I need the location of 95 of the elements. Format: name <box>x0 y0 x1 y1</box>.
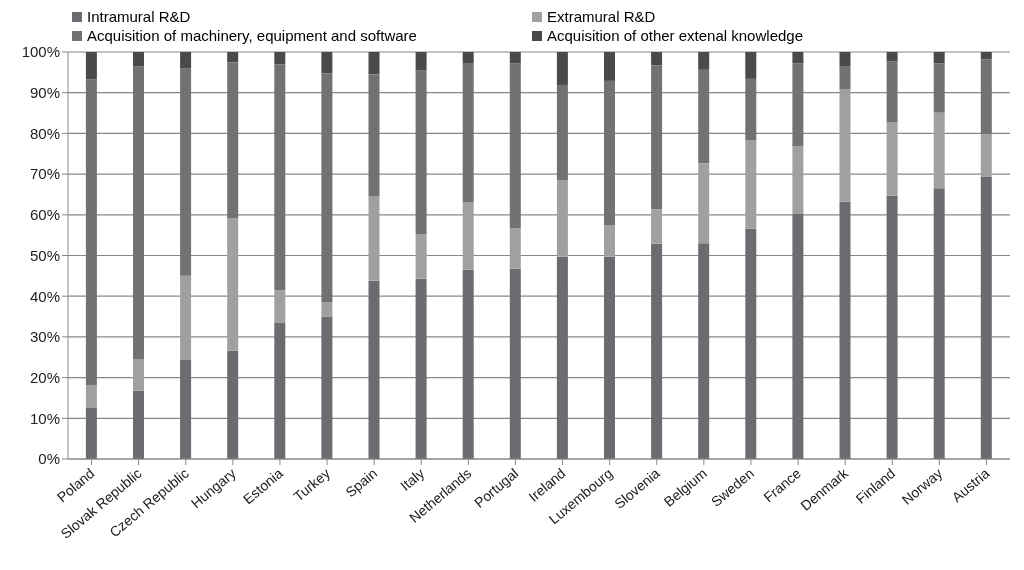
bar <box>933 188 945 459</box>
bar <box>227 52 239 63</box>
bar <box>839 52 851 67</box>
bar <box>509 228 521 269</box>
bar <box>980 59 992 135</box>
bar <box>933 52 945 64</box>
bar <box>462 202 474 270</box>
bar <box>85 79 97 385</box>
bar <box>886 195 898 459</box>
bar <box>415 233 427 279</box>
bar <box>462 62 474 203</box>
bar <box>604 224 615 257</box>
bar <box>462 52 474 63</box>
bar <box>980 176 992 459</box>
bar <box>321 316 333 459</box>
bar <box>133 390 144 459</box>
bar <box>698 163 710 244</box>
legend-label: Extramural R&D <box>547 8 656 25</box>
bar <box>933 112 945 189</box>
bar <box>321 301 333 317</box>
bar <box>321 52 333 74</box>
bar <box>368 196 380 281</box>
bar <box>698 52 710 70</box>
bar <box>227 350 239 459</box>
bar <box>321 73 333 302</box>
bar <box>85 407 97 459</box>
y-tick-label: 80% <box>29 124 60 142</box>
bar <box>604 256 615 459</box>
bar <box>745 228 757 459</box>
bar <box>274 290 286 324</box>
y-tick-label: 60% <box>29 206 60 224</box>
bar <box>509 63 521 229</box>
legend-label: Acquisition of other extenal knowledge <box>547 27 803 44</box>
bar <box>227 62 239 219</box>
bar <box>792 52 804 64</box>
bar <box>698 69 710 164</box>
y-tick-label: 100% <box>21 43 60 61</box>
y-tick-label: 30% <box>29 328 60 346</box>
y-tick-label: 70% <box>29 165 60 183</box>
bar <box>745 52 757 79</box>
y-tick-label: 50% <box>29 246 60 264</box>
y-tick-label: 0% <box>38 450 60 468</box>
y-tick-label: 10% <box>29 409 60 427</box>
bar <box>745 140 757 229</box>
bar <box>933 63 945 113</box>
bar <box>462 269 474 459</box>
y-tick-label: 20% <box>29 368 60 386</box>
bar <box>839 66 851 90</box>
bar <box>274 52 286 65</box>
bar <box>604 80 615 225</box>
bar <box>415 70 427 234</box>
bar <box>651 52 663 66</box>
bar <box>133 358 144 391</box>
bar <box>227 218 239 351</box>
bar <box>368 52 380 75</box>
bar <box>180 275 192 361</box>
bar <box>133 52 144 67</box>
bar <box>556 84 568 181</box>
legend-label: Acquisition of machinery, equipment and software <box>87 27 417 44</box>
bar <box>839 89 851 202</box>
bar <box>980 134 992 177</box>
bar <box>792 213 804 459</box>
bar <box>180 68 192 276</box>
bar <box>745 78 757 141</box>
bar <box>886 122 898 196</box>
bar <box>556 256 568 459</box>
legend-label: Intramural R&D <box>87 8 191 25</box>
y-tick-label: 90% <box>29 84 60 102</box>
bar <box>509 52 521 64</box>
bar <box>792 146 804 214</box>
bar <box>133 66 144 359</box>
bar <box>274 64 286 291</box>
bar <box>415 52 427 71</box>
bar <box>415 278 427 459</box>
bar <box>980 52 992 60</box>
bar <box>180 52 192 69</box>
bar <box>886 61 898 122</box>
bar <box>368 280 380 459</box>
y-tick-label: 40% <box>29 287 60 305</box>
bar <box>792 63 804 147</box>
bar <box>85 384 97 408</box>
bar <box>839 201 851 459</box>
bar <box>274 323 286 459</box>
bar <box>85 52 97 80</box>
bar <box>651 65 663 210</box>
bar <box>886 52 898 62</box>
bar <box>698 243 710 459</box>
bar <box>556 52 568 85</box>
bar <box>180 360 192 459</box>
bar <box>604 52 615 81</box>
bar <box>651 209 663 244</box>
bar <box>368 74 380 197</box>
bar <box>651 243 663 459</box>
bar <box>509 268 521 459</box>
bar <box>556 180 568 257</box>
